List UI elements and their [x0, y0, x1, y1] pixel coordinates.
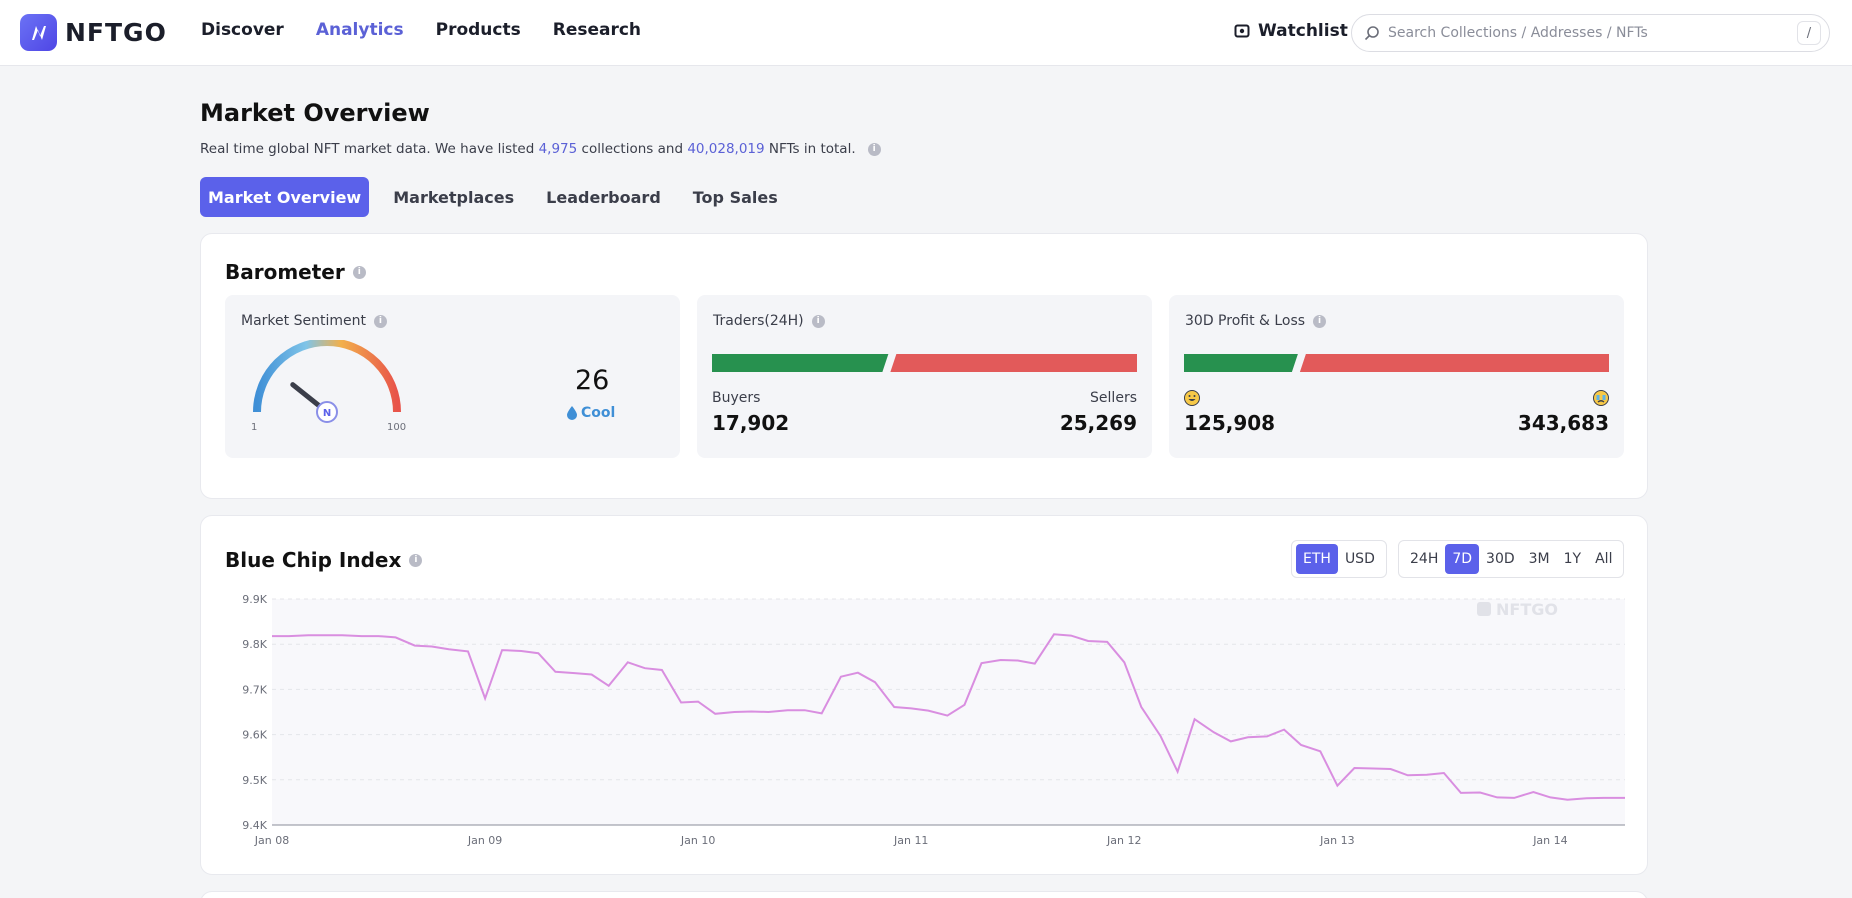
- nav-analytics[interactable]: Analytics: [315, 20, 404, 40]
- search-input[interactable]: Search Collections / Addresses / NFTs /: [1351, 14, 1830, 52]
- main-nav: Discover Analytics Products Research: [201, 20, 641, 40]
- search-shortcut-key: /: [1797, 21, 1821, 45]
- traders-label-row: Traders(24H) i: [713, 313, 825, 329]
- y-tick-label: 9.9K: [242, 593, 267, 606]
- top-navigation-bar: NFTGO Discover Analytics Products Resear…: [0, 0, 1852, 66]
- nav-research[interactable]: Research: [552, 20, 642, 40]
- tab-top-sales[interactable]: Top Sales: [692, 187, 778, 207]
- y-tick-label: 9.6K: [242, 729, 267, 742]
- search-placeholder: Search Collections / Addresses / NFTs: [1388, 25, 1648, 41]
- sentiment-status-row: Cool: [567, 405, 615, 421]
- x-tick-label: Jan 10: [680, 834, 715, 846]
- info-icon[interactable]: i: [409, 553, 423, 567]
- profit-loss-label: 30D Profit & Loss: [1185, 313, 1306, 329]
- y-tick-label: 9.5K: [242, 774, 267, 787]
- range-30d-option[interactable]: 30D: [1486, 551, 1515, 567]
- tab-leaderboard[interactable]: Leaderboard: [546, 187, 661, 207]
- chart-watermark: NFTGO: [1477, 600, 1558, 619]
- currency-eth-option[interactable]: ETH: [1296, 544, 1338, 574]
- market-sentiment-panel: Market Sentiment i N 1 100 26: [225, 295, 680, 458]
- sellers-bar: [890, 354, 1137, 372]
- subtitle-mid: collections and: [577, 141, 688, 157]
- y-tick-label: 9.4K: [242, 819, 267, 832]
- nfts-count: 40,028,019: [687, 141, 765, 157]
- buyers-label: Buyers: [712, 390, 761, 406]
- nav-products[interactable]: Products: [435, 20, 521, 40]
- profit-bar: [1184, 354, 1298, 372]
- x-tick-label: Jan 14: [1532, 834, 1567, 846]
- search-icon: [1364, 26, 1379, 41]
- profit-value: 125,908: [1184, 411, 1276, 435]
- nav-discover[interactable]: Discover: [201, 20, 284, 40]
- logo-text: NFTGO: [65, 18, 167, 47]
- tab-marketplaces[interactable]: Marketplaces: [393, 187, 515, 207]
- barometer-title: Barometer: [225, 260, 345, 284]
- overview-tabs: Market Overview Marketplaces Leaderboard…: [200, 177, 802, 217]
- buyers-bar: [712, 354, 889, 372]
- profit-loss-panel: 30D Profit & Loss i 125,908 343,683: [1169, 295, 1624, 458]
- profit-loss-ratio-bar: [1184, 354, 1609, 372]
- nftgo-logo-icon: [20, 14, 57, 51]
- water-drop-icon: [567, 406, 577, 420]
- x-tick-label: Jan 08: [254, 834, 289, 846]
- subtitle-prefix: Real time global NFT market data. We hav…: [200, 141, 539, 157]
- range-3m-option[interactable]: 3M: [1528, 551, 1550, 567]
- blue-chip-index-line: [272, 633, 1625, 801]
- page-title: Market Overview: [200, 99, 430, 127]
- watchlist-button[interactable]: Watchlist: [1234, 21, 1348, 41]
- market-sentiment-label-row: Market Sentiment i: [241, 313, 387, 329]
- info-icon[interactable]: i: [352, 265, 366, 279]
- currency-toggle: ETH USD: [1291, 540, 1387, 578]
- info-icon[interactable]: i: [867, 142, 881, 156]
- range-7d-option[interactable]: 7D: [1445, 544, 1480, 574]
- blue-chip-index-card: Blue Chip Index i ETH USD 24H 7D 30D 3M …: [200, 515, 1648, 875]
- watchlist-label: Watchlist: [1258, 21, 1348, 41]
- loss-bar: [1299, 354, 1609, 372]
- sellers-value: 25,269: [1059, 411, 1137, 435]
- info-icon[interactable]: i: [811, 314, 825, 328]
- gauge-max-label: 100: [387, 422, 406, 433]
- gauge-min-label: 1: [251, 422, 257, 433]
- market-sentiment-label: Market Sentiment: [241, 313, 366, 329]
- info-icon[interactable]: i: [373, 314, 387, 328]
- info-icon[interactable]: i: [1313, 314, 1327, 328]
- range-24h-option[interactable]: 24H: [1410, 551, 1439, 567]
- range-1y-option[interactable]: 1Y: [1563, 551, 1582, 567]
- subtitle-suffix: NFTs in total.: [764, 141, 856, 157]
- sentiment-status: Cool: [581, 405, 616, 421]
- tab-market-overview[interactable]: Market Overview: [200, 177, 370, 217]
- x-tick-label: Jan 11: [893, 834, 928, 846]
- traders-panel: Traders(24H) i Buyers Sellers 17,902 25,…: [697, 295, 1152, 458]
- sellers-label: Sellers: [1090, 390, 1137, 406]
- sentiment-gauge: N 1 100: [251, 340, 406, 433]
- traders-ratio-bar: [712, 354, 1137, 372]
- sentiment-value: 26: [575, 365, 610, 396]
- y-tick-label: 9.7K: [242, 683, 267, 696]
- x-tick-label: Jan 13: [1319, 834, 1354, 846]
- page-subtitle: Real time global NFT market data. We hav…: [200, 141, 881, 157]
- time-range-toggle: 24H 7D 30D 3M 1Y All: [1398, 540, 1625, 578]
- chart-watermark-text: NFTGO: [1496, 600, 1558, 619]
- nftgo-logo[interactable]: NFTGO: [20, 14, 167, 51]
- blue-chip-title-row: Blue Chip Index i: [225, 548, 423, 572]
- x-tick-label: Jan 12: [1106, 834, 1141, 846]
- svg-text:N: N: [323, 408, 331, 419]
- next-section-card: [200, 891, 1648, 898]
- profit-loss-label-row: 30D Profit & Loss i: [1185, 313, 1327, 329]
- y-tick-label: 9.8K: [242, 638, 267, 651]
- barometer-title-row: Barometer i: [225, 260, 366, 284]
- currency-usd-option[interactable]: USD: [1344, 551, 1375, 567]
- collections-count: 4,975: [538, 141, 578, 157]
- happy-face-icon: [1184, 390, 1200, 406]
- buyers-value: 17,902: [712, 411, 790, 435]
- blue-chip-title: Blue Chip Index: [225, 548, 402, 572]
- x-tick-label: Jan 09: [467, 834, 502, 846]
- loss-value: 343,683: [1517, 411, 1609, 435]
- watchlist-icon: [1234, 24, 1250, 38]
- blue-chip-index-chart: 9.4K 9.5K 9.6K 9.7K 9.8K 9.9K Jan 08 Jan 09 Jan…: [242, 593, 1625, 846]
- traders-label: Traders(24H): [713, 313, 804, 329]
- crying-face-icon: [1593, 390, 1609, 406]
- barometer-card: Barometer i Market Sentiment i N 1 100: [200, 233, 1648, 499]
- range-all-option[interactable]: All: [1595, 551, 1613, 567]
